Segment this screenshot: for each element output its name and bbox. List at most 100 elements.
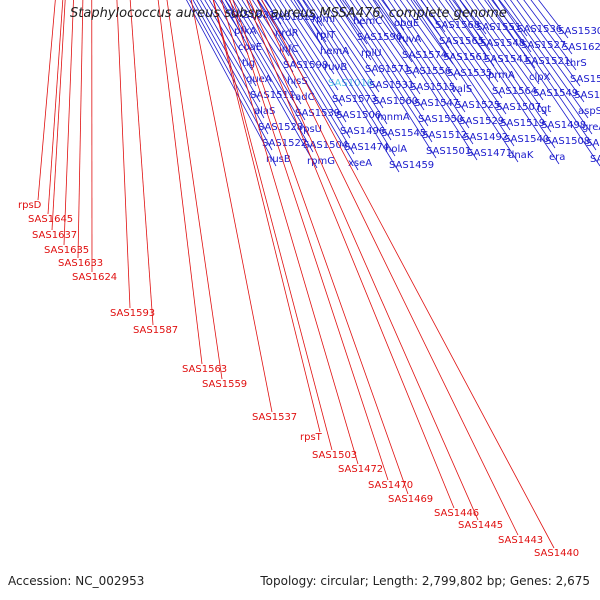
forward-gene-label: SAS1551	[476, 22, 521, 33]
forward-leader-line	[200, 0, 261, 103]
forward-leader-line	[196, 0, 265, 119]
forward-gene-label: tig	[242, 58, 255, 69]
reverse-leader-line	[129, 0, 154, 326]
forward-leader-line	[221, 0, 318, 169]
forward-gene-label: SAS1016	[328, 78, 373, 89]
reverse-leader-line	[91, 0, 93, 273]
forward-gene-label: SAS1522	[262, 138, 307, 149]
reverse-leader-line	[220, 0, 359, 465]
reverse-leader-line	[166, 0, 223, 380]
forward-leader-line	[293, 0, 400, 173]
forward-gene-labels: SAS1631SAS1619rpmIhemCobgESAS1568SAS1551…	[186, 0, 600, 173]
reverse-gene-label: rpsD	[18, 200, 42, 211]
forward-gene-label: era	[549, 152, 565, 163]
forward-gene-label: SAS1549	[533, 88, 578, 99]
reverse-gene-label: SAS1469	[388, 494, 433, 505]
forward-leader-line	[228, 0, 310, 137]
forward-gene-label: infC	[279, 44, 299, 55]
reverse-leader-line	[157, 0, 203, 365]
forward-gene-label: nrdR	[275, 28, 299, 39]
forward-leader-line	[261, 0, 355, 155]
forward-gene-label: SAS1492	[463, 132, 508, 143]
reverse-leader-line	[77, 0, 84, 259]
forward-gene-label: obgE	[394, 18, 419, 29]
forward-gene-label: SAS1474	[344, 142, 389, 153]
forward-gene-label: SAS1547	[414, 98, 459, 109]
reverse-gene-label: SAS1445	[458, 520, 503, 531]
forward-gene-label: queA	[246, 74, 272, 85]
forward-gene-label: mnmA	[377, 112, 410, 123]
forward-gene-label: SAS1536	[517, 24, 562, 35]
forward-gene-label: rpsU	[299, 124, 322, 135]
reverse-leader-line	[232, 0, 409, 495]
forward-gene-label: SAS1519	[500, 118, 545, 129]
reverse-gene-label: rpsT	[300, 432, 323, 443]
reverse-gene-label: SAS1503	[312, 450, 357, 461]
forward-leader-line	[377, 0, 474, 145]
forward-gene-label: SAS1541	[484, 54, 529, 65]
reverse-gene-label: SAS1559	[202, 379, 247, 390]
forward-gene-label: SAS1531	[369, 80, 414, 91]
reverse-gene-label: SAS1593	[110, 308, 155, 319]
forward-gene-label: SAS1459	[389, 160, 434, 171]
reverse-gene-label: SAS1470	[368, 480, 413, 491]
reverse-gene-label: SAS1633	[58, 258, 103, 269]
forward-gene-label: dnaK	[508, 150, 534, 161]
forward-gene-label: xseA	[348, 158, 372, 169]
forward-leader-line	[192, 0, 269, 135]
forward-gene-label: SAS1530	[558, 26, 600, 37]
forward-leader-line	[189, 0, 273, 151]
forward-gene-label: SAS1594	[570, 74, 600, 85]
forward-gene-label: rpmG	[307, 156, 335, 167]
forward-leader-line	[372, 0, 478, 161]
forward-leader-line	[410, 0, 519, 163]
forward-gene-label: SAS1625	[562, 42, 600, 53]
forward-leader-line	[302, 0, 392, 141]
forward-gene-label: SAS1539	[295, 108, 340, 119]
reverse-leader-line	[256, 0, 519, 536]
forward-leader-line	[257, 0, 359, 171]
reverse-leader-line	[213, 0, 333, 451]
forward-gene-label: nusB	[266, 154, 291, 165]
forward-gene-label: rplT	[316, 30, 336, 41]
forward-gene-label: SAS1506	[336, 110, 381, 121]
reverse-leader-line	[51, 0, 66, 231]
forward-gene-label: SAS1496	[340, 126, 385, 137]
reverse-leader-line	[116, 0, 131, 309]
forward-gene-label: SAS1528	[258, 122, 303, 133]
reverse-gene-label: SAS1440	[534, 548, 579, 559]
reverse-gene-label: SAS1637	[32, 230, 77, 241]
forward-gene-label: SAS1550	[418, 114, 463, 125]
forward-leader-line	[269, 0, 347, 123]
forward-gene-label: prmA	[488, 70, 515, 81]
forward-leader-line	[265, 0, 351, 139]
reverse-gene-label: SAS1443	[498, 535, 543, 546]
forward-gene-label: hemA	[320, 46, 349, 57]
forward-gene-label: SAS1511	[250, 90, 295, 101]
forward-gene-label: SAS1535	[447, 68, 492, 79]
forward-gene-label: SAS1571	[365, 64, 410, 75]
forward-gene-label: SAS1561	[443, 52, 488, 63]
reverse-leader-line	[47, 0, 64, 215]
reverse-gene-label: SAS1446	[434, 508, 479, 519]
forward-gene-label: SAS1508	[545, 136, 590, 147]
forward-gene-label: SAS1488	[586, 138, 600, 149]
forward-gene-label: SAS1525	[455, 100, 500, 111]
reverse-leader-line	[37, 0, 56, 201]
map-title: Staphylococcus aureus subsp. aureus MSSA…	[70, 6, 507, 21]
forward-leader-line	[232, 0, 306, 121]
forward-leader-line	[297, 0, 396, 157]
reverse-leader-line	[246, 0, 455, 509]
forward-gene-label: SAS1526	[574, 90, 600, 101]
forward-leader-line	[186, 0, 277, 167]
forward-gene-label: SAS1574	[402, 50, 447, 61]
forward-gene-label: SAS1491	[590, 154, 600, 165]
reverse-gene-label: SAS1635	[44, 245, 89, 256]
forward-leader-line	[339, 0, 433, 143]
forward-leader-line	[487, 0, 600, 167]
forward-gene-label: SAS1540	[504, 134, 549, 145]
forward-gene-label: SAS1507	[496, 102, 541, 113]
forward-gene-label: SAS1619	[271, 12, 316, 23]
reverse-leader-line	[190, 0, 273, 413]
